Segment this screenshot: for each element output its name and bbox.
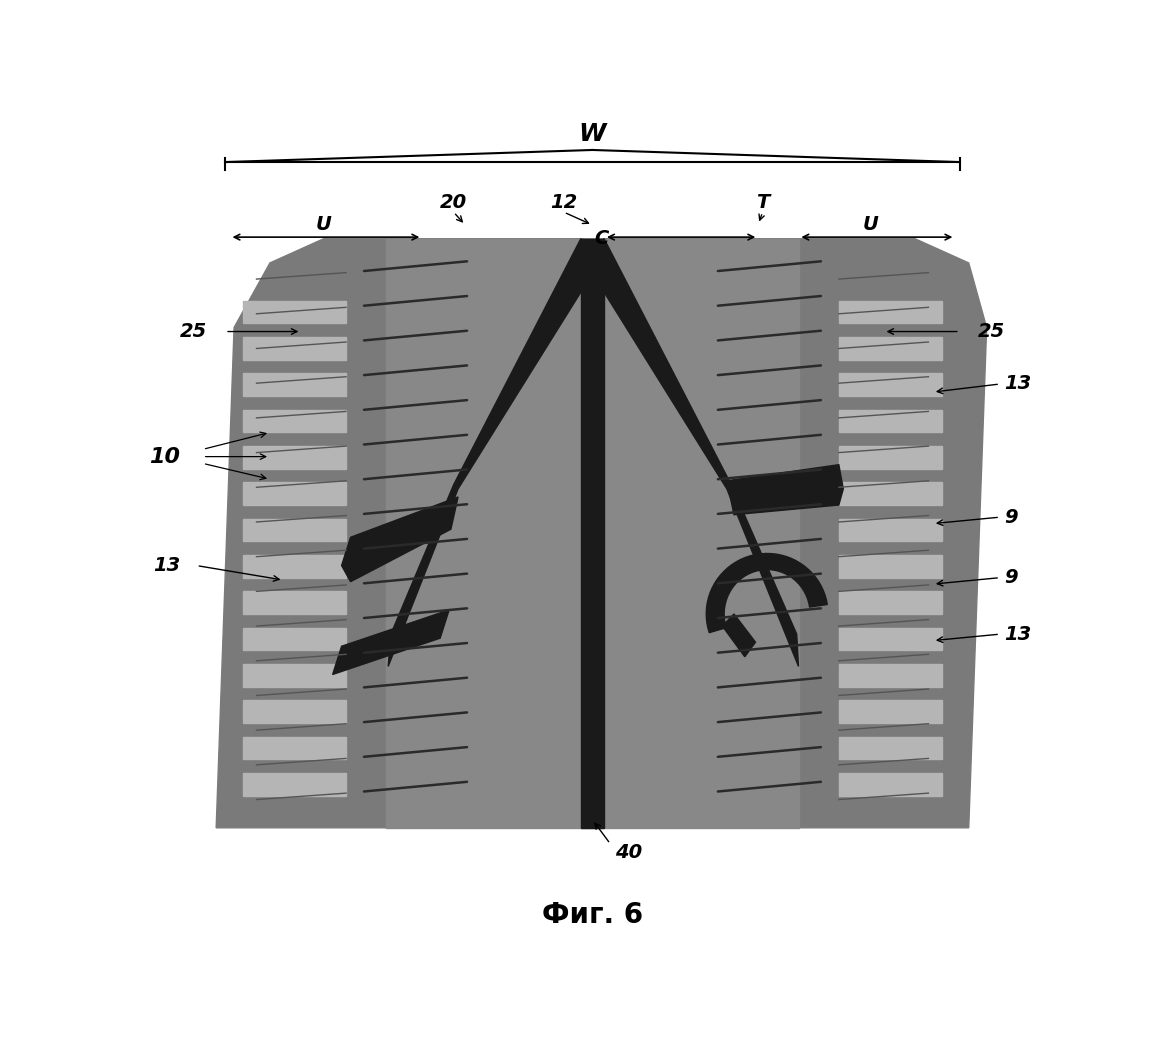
Polygon shape — [580, 239, 799, 667]
Bar — [839, 700, 942, 723]
Text: 9: 9 — [1005, 568, 1018, 587]
Bar — [243, 700, 346, 723]
Text: 13: 13 — [1005, 625, 1032, 643]
Polygon shape — [706, 553, 828, 633]
Text: W: W — [579, 122, 606, 146]
Bar — [243, 628, 346, 650]
Bar — [839, 446, 942, 468]
Polygon shape — [216, 239, 987, 828]
Bar — [243, 373, 346, 396]
Bar — [243, 555, 346, 577]
Bar — [243, 337, 346, 359]
Bar — [243, 591, 346, 614]
Polygon shape — [333, 610, 450, 675]
Text: 25: 25 — [180, 322, 207, 341]
Polygon shape — [342, 497, 458, 582]
Text: T: T — [756, 193, 769, 212]
Bar — [839, 628, 942, 650]
Bar — [839, 301, 942, 324]
Bar — [839, 664, 942, 686]
Text: 13: 13 — [153, 556, 180, 575]
Bar — [839, 337, 942, 359]
Polygon shape — [388, 239, 605, 667]
Text: U: U — [316, 215, 332, 234]
Bar — [243, 773, 346, 795]
Bar — [839, 555, 942, 577]
Text: U: U — [862, 215, 879, 234]
Polygon shape — [386, 239, 799, 828]
Text: 40: 40 — [615, 843, 642, 861]
Bar — [839, 482, 942, 505]
Text: 9: 9 — [1005, 507, 1018, 527]
Text: Фиг. 6: Фиг. 6 — [542, 901, 643, 929]
Bar — [839, 519, 942, 542]
Bar — [839, 591, 942, 614]
Bar — [839, 373, 942, 396]
Text: 12: 12 — [550, 193, 577, 212]
Bar — [839, 737, 942, 759]
Text: 13: 13 — [1005, 374, 1032, 393]
Bar — [243, 519, 346, 542]
Polygon shape — [580, 239, 605, 828]
Text: 10: 10 — [149, 446, 180, 466]
Bar — [243, 410, 346, 433]
Bar — [243, 664, 346, 686]
Bar — [243, 301, 346, 324]
Bar — [839, 410, 942, 433]
Text: 25: 25 — [978, 322, 1005, 341]
Text: 20: 20 — [440, 193, 467, 212]
Polygon shape — [722, 614, 756, 657]
Bar — [243, 446, 346, 468]
Polygon shape — [727, 464, 844, 515]
Bar — [243, 737, 346, 759]
Text: C: C — [594, 230, 608, 248]
Bar — [243, 482, 346, 505]
Bar — [839, 773, 942, 795]
